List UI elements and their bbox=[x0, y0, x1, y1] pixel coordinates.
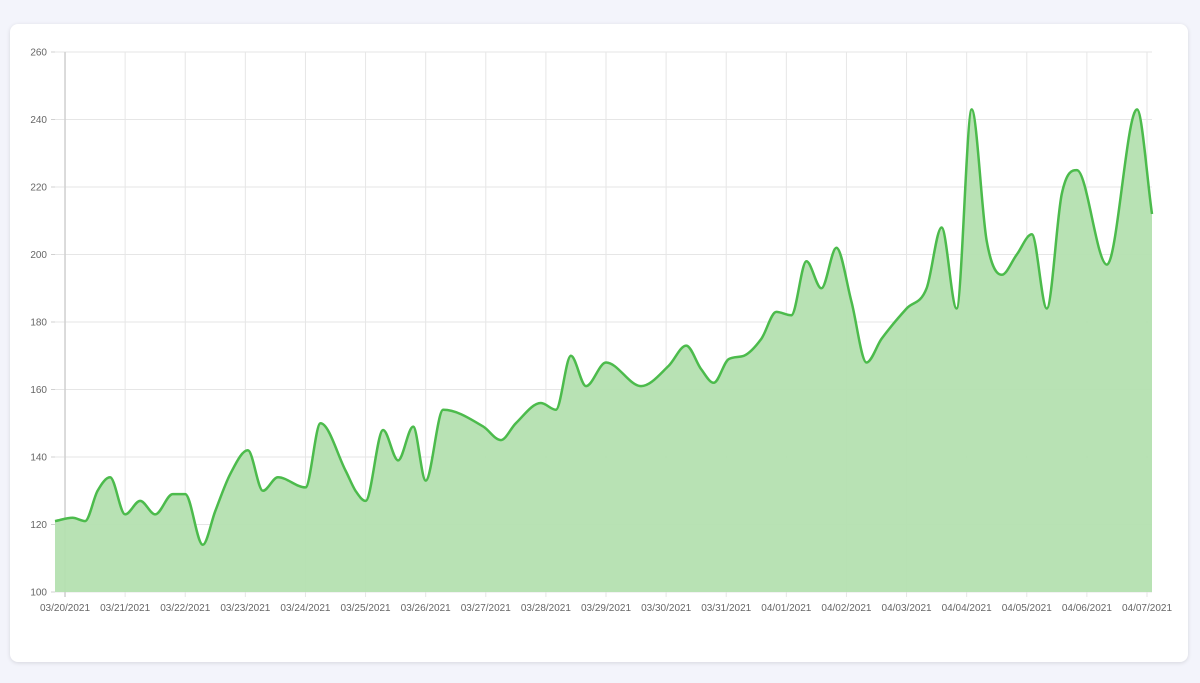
series-line bbox=[54, 108, 1154, 547]
series-area-fill bbox=[55, 109, 1152, 593]
x-tick-label: 04/06/2021 bbox=[1062, 603, 1112, 614]
x-tick-label: 03/30/2021 bbox=[641, 603, 691, 614]
y-tick-label: 160 bbox=[30, 385, 47, 396]
x-tick-label: 04/03/2021 bbox=[882, 603, 932, 614]
x-axis-ticks: 03/20/2021 03/21/2021 03/22/2021 03/23/2021… bbox=[40, 603, 1172, 614]
x-tick-label: 04/07/2021 bbox=[1122, 603, 1172, 614]
y-tick-label: 240 bbox=[30, 115, 47, 126]
x-tick-label: 03/20/2021 bbox=[40, 603, 90, 614]
y-axis-ticks: 260 240 220 200 180 160 140 120 100 bbox=[30, 48, 47, 599]
y-tick-label: 100 bbox=[30, 588, 47, 599]
x-tick-label: 04/01/2021 bbox=[761, 603, 811, 614]
x-tick-label: 03/23/2021 bbox=[220, 603, 270, 614]
x-tick-label: 03/25/2021 bbox=[341, 603, 391, 614]
y-tick-label: 180 bbox=[30, 318, 47, 329]
y-tick-label: 220 bbox=[30, 183, 47, 194]
x-tick-label: 04/02/2021 bbox=[821, 603, 871, 614]
x-tick-label: 03/29/2021 bbox=[581, 603, 631, 614]
x-tick-label: 03/31/2021 bbox=[701, 603, 751, 614]
y-tick-label: 260 bbox=[30, 48, 47, 59]
x-tick-label: 03/26/2021 bbox=[401, 603, 451, 614]
x-tick-label: 03/22/2021 bbox=[160, 603, 210, 614]
y-tick-label: 200 bbox=[30, 250, 47, 261]
y-tick-label: 140 bbox=[30, 453, 47, 464]
x-tick-label: 04/05/2021 bbox=[1002, 603, 1052, 614]
y-tick-label: 120 bbox=[30, 520, 47, 531]
x-tick-label: 03/21/2021 bbox=[100, 603, 150, 614]
x-tick-label: 03/24/2021 bbox=[280, 603, 330, 614]
x-tick-label: 04/04/2021 bbox=[942, 603, 992, 614]
x-tick-label: 03/28/2021 bbox=[521, 603, 571, 614]
x-tick-label: 03/27/2021 bbox=[461, 603, 511, 614]
